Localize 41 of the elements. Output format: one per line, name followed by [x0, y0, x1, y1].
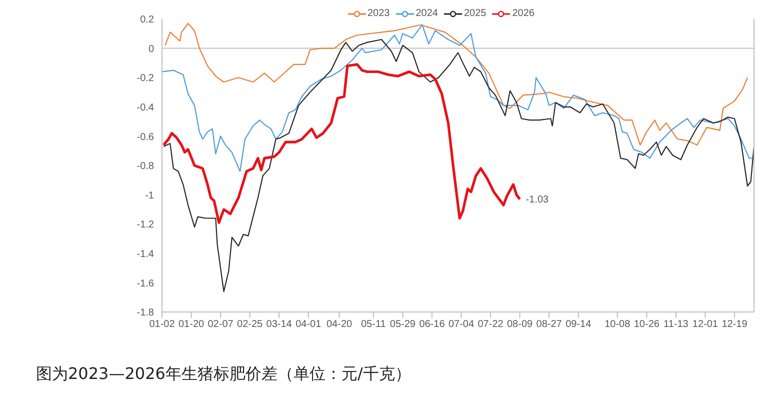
x-tick-label: 06-16: [419, 319, 446, 330]
x-tick-label: 05-29: [390, 319, 416, 330]
y-tick-label: -1.4: [136, 248, 154, 260]
legend-label: 2024: [414, 8, 438, 19]
x-tick-label: 10-26: [634, 319, 660, 330]
y-tick-label: 0: [148, 44, 154, 55]
x-tick-label: 09-14: [566, 319, 592, 330]
x-tick-label: 07-04: [448, 319, 474, 330]
line-series: [162, 24, 753, 172]
y-tick-label: -1.6: [136, 278, 154, 290]
x-tick-label: 02-07: [208, 319, 234, 330]
y-tick-label: 0.2: [140, 14, 154, 26]
x-tick-label: 04-20: [326, 319, 352, 330]
x-tick-label: 01-02: [149, 319, 176, 330]
line-series: [163, 38, 754, 292]
y-tick-label: -1.8: [136, 308, 154, 319]
y-tick-label: -0.2: [136, 73, 154, 84]
x-tick-label: 02-25: [237, 319, 264, 330]
x-tick-label: 08-27: [536, 319, 562, 330]
x-tick-label: 08-09: [507, 319, 534, 330]
x-tick-label: 12-19: [722, 319, 748, 330]
y-tick-label: -0.8: [136, 161, 154, 172]
legend-label: 2025: [463, 8, 486, 19]
text: 图为2023—2026年生猪标肥价差（单位：元/千克）: [36, 364, 412, 385]
x-tick-label: 11-13: [664, 319, 689, 330]
y-tick-label: -1: [145, 190, 154, 202]
y-tick-label: -0.6: [136, 132, 154, 143]
x-tick-label: 12-01: [692, 319, 718, 330]
x-tick-label: 07-22: [478, 319, 504, 330]
y-tick-label: -0.4: [136, 102, 154, 114]
x-tick-label: 10-08: [604, 319, 631, 330]
legend-label: 2023: [366, 8, 390, 19]
line-series: [164, 22, 748, 146]
legend-label: 2026: [511, 8, 534, 19]
x-tick-label: 01-20: [178, 319, 204, 330]
annotation: -1.03: [526, 194, 550, 206]
y-tick-label: -1.2: [136, 220, 154, 231]
line-series: [162, 63, 522, 224]
x-tick-label: 04-01: [296, 319, 322, 330]
x-tick-label: 03-14: [266, 319, 292, 330]
x-tick-label: 05-11: [361, 319, 386, 330]
